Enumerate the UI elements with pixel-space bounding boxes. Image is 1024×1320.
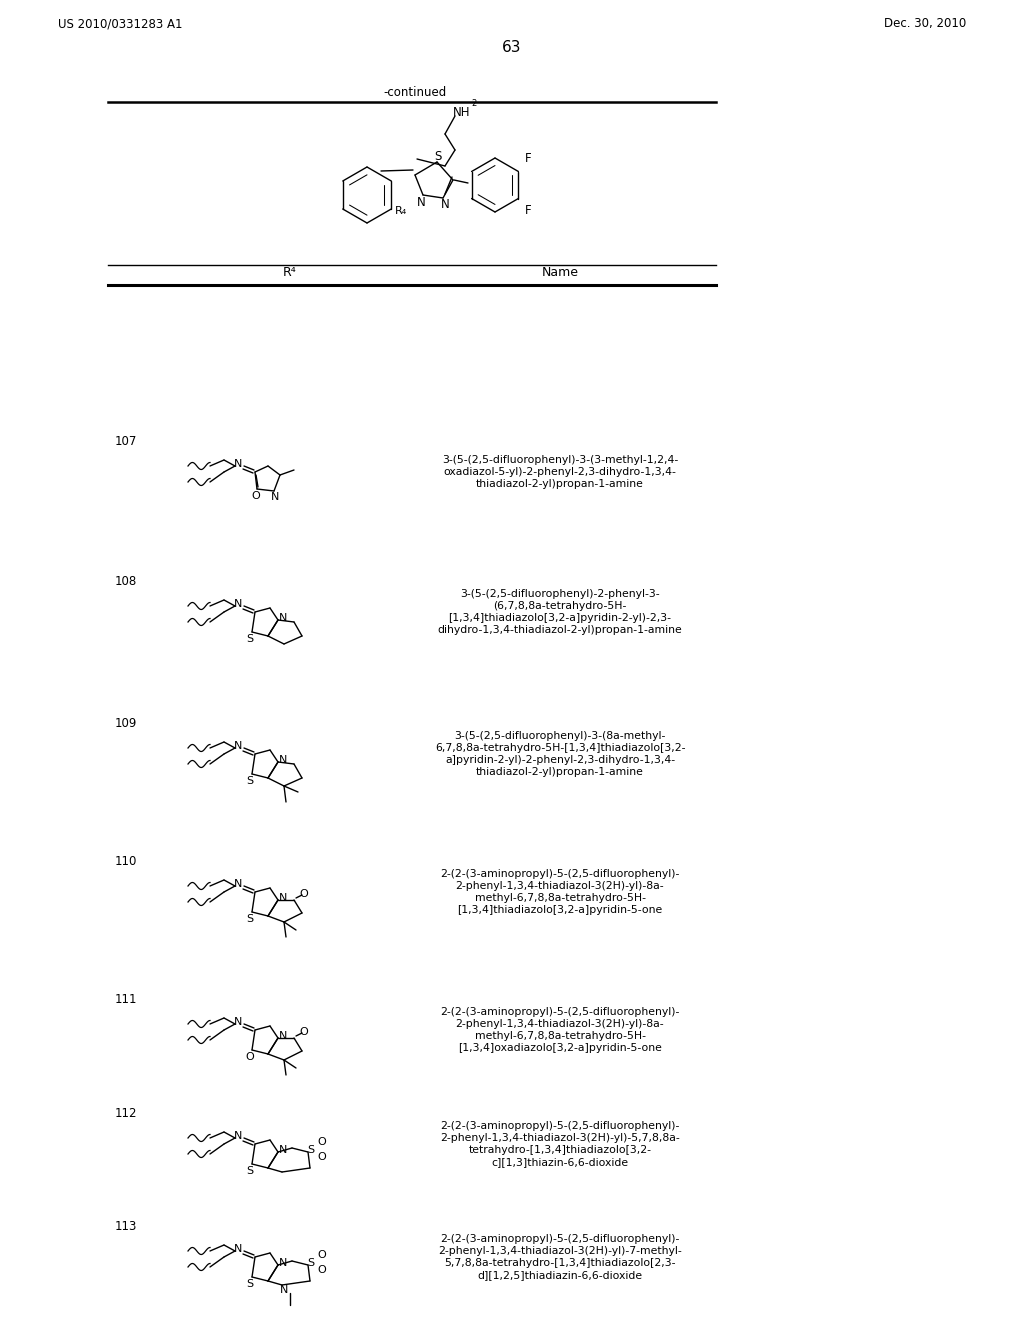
Text: 5,7,8,8a-tetrahydro-[1,3,4]thiadiazolo[2,3-: 5,7,8,8a-tetrahydro-[1,3,4]thiadiazolo[2… [444,1258,676,1269]
Text: N: N [440,198,450,210]
Text: N: N [279,612,287,623]
Text: Dec. 30, 2010: Dec. 30, 2010 [884,17,966,30]
Text: N: N [280,1284,288,1295]
Text: 109: 109 [115,717,137,730]
Text: 2-phenyl-1,3,4-thiadiazol-3(2H)-yl)-7-methyl-: 2-phenyl-1,3,4-thiadiazol-3(2H)-yl)-7-me… [438,1246,682,1257]
Text: 108: 108 [115,576,137,587]
Text: O: O [317,1250,327,1261]
Text: d][1,2,5]thiadiazin-6,6-dioxide: d][1,2,5]thiadiazin-6,6-dioxide [477,1270,643,1280]
Text: N: N [279,1031,287,1041]
Text: N: N [233,1243,243,1254]
Text: N: N [270,492,280,502]
Text: 2-(2-(3-aminopropyl)-5-(2,5-difluorophenyl)-: 2-(2-(3-aminopropyl)-5-(2,5-difluorophen… [440,1121,680,1131]
Text: O: O [246,1052,254,1063]
Text: NH: NH [453,106,470,119]
Text: US 2010/0331283 A1: US 2010/0331283 A1 [58,17,182,30]
Text: 112: 112 [115,1107,137,1119]
Text: O: O [317,1265,327,1275]
Text: 107: 107 [115,436,137,447]
Text: N: N [233,879,243,888]
Text: thiadiazol-2-yl)propan-1-amine: thiadiazol-2-yl)propan-1-amine [476,479,644,488]
Text: methyl-6,7,8,8a-tetrahydro-5H-: methyl-6,7,8,8a-tetrahydro-5H- [474,894,645,903]
Text: 2: 2 [471,99,476,108]
Text: 2-(2-(3-aminopropyl)-5-(2,5-difluorophenyl)-: 2-(2-(3-aminopropyl)-5-(2,5-difluorophen… [440,1007,680,1016]
Text: N: N [233,741,243,751]
Text: S: S [247,913,254,924]
Text: N: N [233,1131,243,1140]
Text: O: O [317,1137,327,1147]
Text: S: S [247,776,254,785]
Text: 3-(5-(2,5-difluorophenyl)-2-phenyl-3-: 3-(5-(2,5-difluorophenyl)-2-phenyl-3- [460,589,659,599]
Text: [1,3,4]oxadiazolo[3,2-a]pyridin-5-one: [1,3,4]oxadiazolo[3,2-a]pyridin-5-one [458,1043,662,1053]
Text: O: O [317,1152,327,1162]
Text: O: O [252,491,260,502]
Text: methyl-6,7,8,8a-tetrahydro-5H-: methyl-6,7,8,8a-tetrahydro-5H- [474,1031,645,1041]
Text: N: N [233,599,243,609]
Text: F: F [525,205,531,218]
Text: O: O [300,888,308,899]
Text: S: S [307,1258,314,1269]
Text: [1,3,4]thiadiazolo[3,2-a]pyridin-5-one: [1,3,4]thiadiazolo[3,2-a]pyridin-5-one [458,906,663,915]
Text: N: N [279,894,287,903]
Text: 2-(2-(3-aminopropyl)-5-(2,5-difluorophenyl)-: 2-(2-(3-aminopropyl)-5-(2,5-difluorophen… [440,1234,680,1243]
Text: S: S [307,1144,314,1155]
Text: S: S [434,150,441,164]
Text: 2-phenyl-1,3,4-thiadiazol-3(2H)-yl)-8a-: 2-phenyl-1,3,4-thiadiazol-3(2H)-yl)-8a- [456,1019,665,1030]
Text: tetrahydro-[1,3,4]thiadiazolo[3,2-: tetrahydro-[1,3,4]thiadiazolo[3,2- [469,1144,651,1155]
Text: a]pyridin-2-yl)-2-phenyl-2,3-dihydro-1,3,4-: a]pyridin-2-yl)-2-phenyl-2,3-dihydro-1,3… [445,755,675,766]
Text: 3-(5-(2,5-difluorophenyl)-3-(8a-methyl-: 3-(5-(2,5-difluorophenyl)-3-(8a-methyl- [455,731,666,741]
Text: R⁴: R⁴ [283,265,297,279]
Text: F: F [525,153,531,165]
Text: -continued: -continued [383,86,446,99]
Text: c][1,3]thiazin-6,6-dioxide: c][1,3]thiazin-6,6-dioxide [492,1158,629,1167]
Text: 3-(5-(2,5-difluorophenyl)-3-(3-methyl-1,2,4-: 3-(5-(2,5-difluorophenyl)-3-(3-methyl-1,… [442,455,678,465]
Text: Name: Name [542,265,579,279]
Text: N: N [417,195,425,209]
Text: S: S [247,1279,254,1290]
Text: oxadiazol-5-yl)-2-phenyl-2,3-dihydro-1,3,4-: oxadiazol-5-yl)-2-phenyl-2,3-dihydro-1,3… [443,467,677,477]
Text: N: N [233,459,243,469]
Text: 111: 111 [115,993,137,1006]
Text: N: N [279,755,287,766]
Text: 6,7,8,8a-tetrahydro-5H-[1,3,4]thiadiazolo[3,2-: 6,7,8,8a-tetrahydro-5H-[1,3,4]thiadiazol… [435,743,685,752]
Text: R₄: R₄ [395,206,408,216]
Text: thiadiazol-2-yl)propan-1-amine: thiadiazol-2-yl)propan-1-amine [476,767,644,777]
Text: O: O [300,1027,308,1038]
Text: S: S [247,1166,254,1176]
Text: 110: 110 [115,855,137,869]
Text: (6,7,8,8a-tetrahydro-5H-: (6,7,8,8a-tetrahydro-5H- [494,601,627,611]
Text: 63: 63 [502,41,522,55]
Text: 2-(2-(3-aminopropyl)-5-(2,5-difluorophenyl)-: 2-(2-(3-aminopropyl)-5-(2,5-difluorophen… [440,869,680,879]
Text: dihydro-1,3,4-thiadiazol-2-yl)propan-1-amine: dihydro-1,3,4-thiadiazol-2-yl)propan-1-a… [437,624,682,635]
Text: N: N [279,1144,287,1155]
Text: [1,3,4]thiadiazolo[3,2-a]pyridin-2-yl)-2,3-: [1,3,4]thiadiazolo[3,2-a]pyridin-2-yl)-2… [449,612,672,623]
Text: S: S [247,634,254,644]
Text: N: N [279,1258,287,1269]
Text: 113: 113 [115,1220,137,1233]
Text: 2-phenyl-1,3,4-thiadiazol-3(2H)-yl)-8a-: 2-phenyl-1,3,4-thiadiazol-3(2H)-yl)-8a- [456,880,665,891]
Text: N: N [233,1016,243,1027]
Text: 2-phenyl-1,3,4-thiadiazol-3(2H)-yl)-5,7,8,8a-: 2-phenyl-1,3,4-thiadiazol-3(2H)-yl)-5,7,… [440,1133,680,1143]
